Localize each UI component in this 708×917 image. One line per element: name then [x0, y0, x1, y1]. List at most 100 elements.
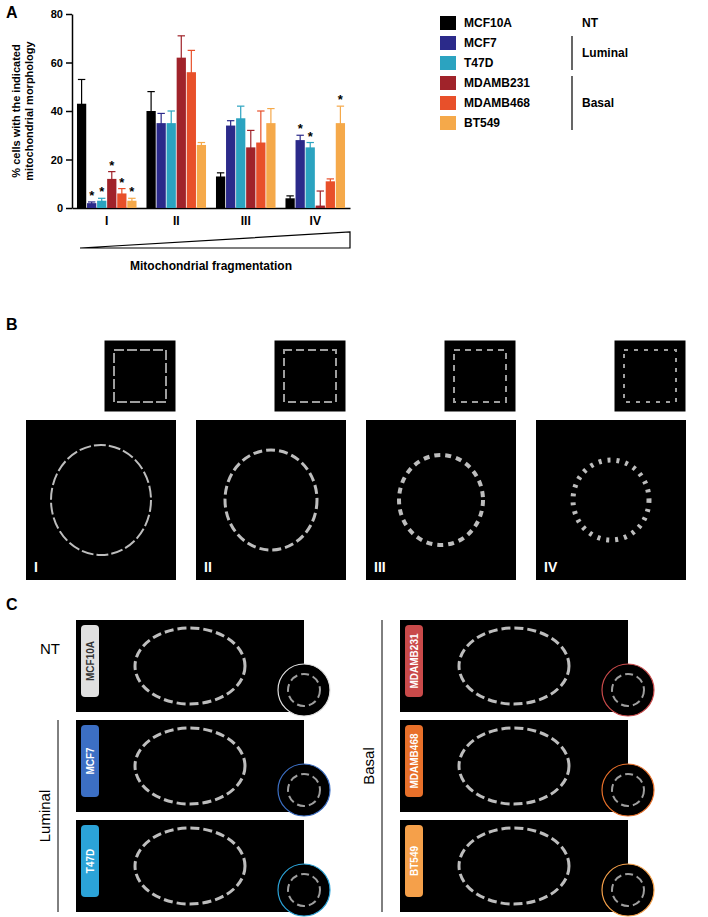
cell-line-tag	[405, 825, 423, 897]
micrograph	[400, 720, 628, 812]
legend: MCF10AMCF7T47DMDAMB231MDAMB468BT549NTLum…	[440, 16, 628, 130]
cell-line-label: BT549	[409, 846, 420, 876]
error-bar	[257, 111, 264, 174]
bar	[236, 118, 245, 208]
error-bar-stem	[161, 113, 162, 132]
cell-outline	[459, 628, 569, 704]
inset-texture	[624, 350, 676, 402]
inset-texture	[288, 674, 320, 706]
error-bar-stem	[240, 106, 241, 130]
series	[107, 36, 325, 208]
y-axis-title: % cells with the indicatedmitochondrial …	[10, 40, 35, 180]
y-tick-mark	[66, 62, 72, 64]
legend-swatch	[440, 16, 456, 30]
legend-group-bracket	[571, 36, 572, 70]
legend-swatch	[440, 116, 456, 130]
micrograph-inset	[278, 764, 330, 816]
error-bar-stem	[330, 179, 331, 184]
error-bar	[337, 106, 344, 140]
inset-texture	[612, 874, 644, 906]
bar	[226, 126, 235, 208]
x-tick-label: I	[105, 214, 108, 228]
error-bar	[168, 111, 175, 135]
micrograph-inset	[278, 864, 330, 916]
error-bar	[317, 191, 324, 208]
error-bar	[147, 92, 154, 131]
error-bar	[267, 109, 274, 138]
y-tick: 60	[51, 57, 72, 69]
error-bar-stem	[191, 50, 192, 94]
y-tick-label: 40	[51, 105, 63, 117]
legend-group-bracket	[571, 76, 572, 130]
cell-line-tag	[81, 825, 99, 897]
x-tick-label: IV	[310, 214, 321, 228]
cell-line-label: T47D	[85, 849, 96, 873]
panel-label: A	[6, 4, 18, 21]
figure: ABC020406080IIIIIIIV% cells with the ind…	[0, 0, 708, 917]
y-axis-title-line: % cells with the indicated	[10, 44, 22, 177]
bar	[167, 123, 176, 208]
y-axis-title-line: mitochondrial morphology	[23, 40, 35, 180]
inset-texture	[288, 874, 320, 906]
micrograph	[76, 720, 304, 812]
x-tick: III	[241, 208, 251, 228]
x-tick: II	[173, 208, 180, 228]
fragmentation-wedge	[80, 232, 350, 248]
inset-texture	[612, 674, 644, 706]
panel-c: MCF10ANTMCF7T47DLuminalMDAMB231MDAMB468B…	[36, 620, 654, 916]
error-bar	[296, 135, 303, 145]
x-axis: IIIIIIIV	[73, 208, 351, 228]
micrograph	[196, 420, 346, 580]
x-tick-label: III	[241, 214, 251, 228]
y-tick-label: 60	[51, 57, 63, 69]
error-bar-stem	[270, 109, 271, 138]
y-tick-label: 20	[51, 154, 63, 166]
morphology-label: II	[204, 559, 212, 575]
y-tick-mark	[66, 159, 72, 161]
error-bar	[307, 143, 314, 153]
legend-swatch	[440, 36, 456, 50]
bar	[326, 181, 335, 208]
micrograph	[400, 820, 628, 912]
series	[97, 106, 315, 208]
legend-group-label: Basal	[582, 96, 614, 110]
error-bar-stem	[320, 191, 321, 208]
group-label: Luminal	[36, 790, 53, 843]
significance-label: *	[129, 184, 135, 199]
cell-outline	[135, 828, 245, 904]
micrograph-inset	[614, 340, 686, 412]
cell-line-label: MDAMB468	[409, 733, 420, 788]
error-bar-stem	[151, 92, 152, 131]
error-bar	[188, 50, 195, 94]
significance-label: *	[308, 129, 314, 144]
error-bar-stem	[250, 130, 251, 164]
error-bar-cap	[327, 178, 334, 179]
error-bar	[237, 106, 244, 130]
x-tick-label: II	[173, 214, 180, 228]
error-bar-stem	[121, 189, 122, 199]
significance-label: *	[99, 184, 105, 199]
inset-texture	[612, 774, 644, 806]
micrograph-inset	[444, 340, 516, 412]
bar	[177, 58, 186, 208]
error-bar-stem	[111, 172, 112, 187]
error-bar	[327, 179, 334, 184]
morphology-label: III	[374, 559, 386, 575]
inset-texture	[114, 350, 166, 402]
panel-label: C	[6, 596, 18, 613]
error-bar-cap	[286, 195, 293, 196]
inset-texture	[284, 350, 336, 402]
inset-texture	[454, 350, 506, 402]
error-bar-stem	[300, 135, 301, 145]
y-tick-label: 0	[57, 202, 63, 214]
error-bar	[286, 196, 293, 201]
micrograph	[26, 420, 176, 580]
error-bar-stem	[181, 36, 182, 80]
error-bar	[198, 143, 205, 148]
group-label: Basal	[360, 747, 377, 785]
micrograph-inset	[602, 764, 654, 816]
panel-label: B	[6, 316, 18, 333]
cell-line-tag	[81, 725, 99, 797]
y-tick-label: 80	[51, 8, 63, 20]
error-bar-cap	[227, 120, 234, 121]
